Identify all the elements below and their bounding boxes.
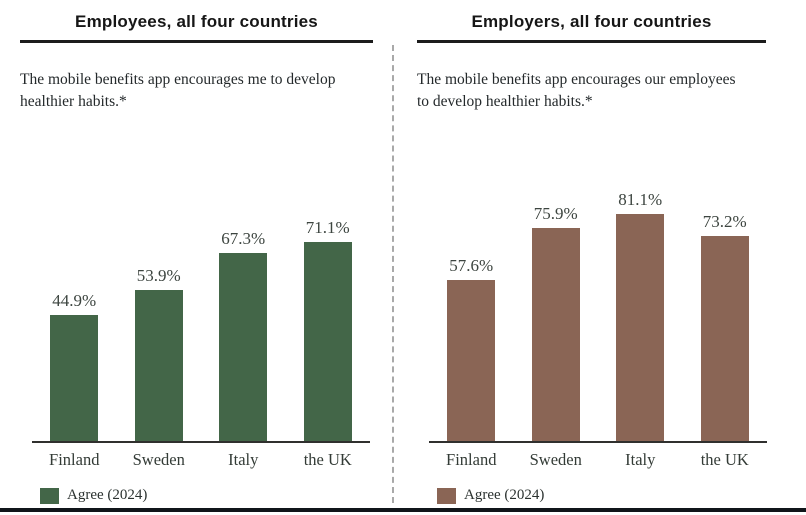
- bar: [447, 279, 496, 441]
- bar-value-label: 44.9%: [52, 291, 97, 311]
- bar-value-label: 81.1%: [618, 189, 663, 209]
- panel-employers: Employers, all four countries The mobile…: [393, 0, 806, 515]
- bar: [303, 241, 352, 441]
- bar-column: 75.9%: [531, 204, 580, 441]
- bar-value-label: 57.6%: [449, 255, 494, 275]
- legend-swatch: [40, 487, 59, 504]
- legend-label: Agree (2024): [67, 487, 148, 503]
- bar-column: 53.9%: [134, 266, 183, 441]
- category-label: Italy: [625, 450, 656, 469]
- category-label: Finland: [49, 450, 100, 469]
- bar-column: 57.6%: [447, 255, 496, 441]
- bar: [616, 213, 665, 441]
- bar: [700, 236, 749, 441]
- title-underline: [20, 40, 373, 43]
- category-label: Sweden: [132, 450, 185, 469]
- bar-value-label: 73.2%: [702, 212, 747, 232]
- bar-value-label: 75.9%: [533, 204, 578, 224]
- category-label: Finland: [446, 450, 497, 469]
- legend-swatch: [437, 487, 456, 504]
- chart-title-employees: Employees, all four countries: [75, 12, 318, 31]
- bar-value-label: 71.1%: [305, 217, 350, 237]
- panel-divider-dashed-line: [392, 45, 394, 503]
- category-label: Italy: [228, 450, 259, 469]
- category-axis-employers: Finland Sweden Italy the UK: [429, 450, 767, 470]
- bar-value-label: 53.9%: [136, 266, 181, 286]
- panel-employees: Employees, all four countries The mobile…: [0, 0, 393, 515]
- bar: [531, 228, 580, 441]
- bar-column: 81.1%: [616, 189, 665, 441]
- bar-column: 67.3%: [219, 228, 268, 441]
- chart-subtitle-employees: The mobile benefits app encourages me to…: [20, 71, 336, 110]
- bar-column: 73.2%: [700, 212, 749, 441]
- bar: [50, 315, 99, 441]
- category-label: the UK: [700, 450, 749, 469]
- chart-subtitle-employers: The mobile benefits app encourages our e…: [417, 71, 736, 110]
- bar-column: 44.9%: [50, 291, 99, 441]
- bar-value-label: 67.3%: [221, 228, 266, 248]
- bar: [219, 252, 268, 441]
- legend-label: Agree (2024): [464, 487, 545, 503]
- category-label: the UK: [303, 450, 352, 469]
- title-underline: [417, 40, 766, 43]
- legend-employers: Agree (2024): [437, 487, 766, 504]
- category-label: Sweden: [529, 450, 582, 469]
- category-axis-employees: Finland Sweden Italy the UK: [32, 450, 370, 470]
- chart-title-employers: Employers, all four countries: [471, 12, 712, 31]
- bar-plot-employers: 57.6% 75.9% 81.1% 73.2%: [429, 179, 767, 443]
- bar: [134, 290, 183, 441]
- bottom-rule: [0, 508, 806, 512]
- legend-employees: Agree (2024): [40, 487, 373, 504]
- bar-plot-employees: 44.9% 53.9% 67.3% 71.1%: [32, 179, 370, 443]
- bar-column: 71.1%: [303, 217, 352, 441]
